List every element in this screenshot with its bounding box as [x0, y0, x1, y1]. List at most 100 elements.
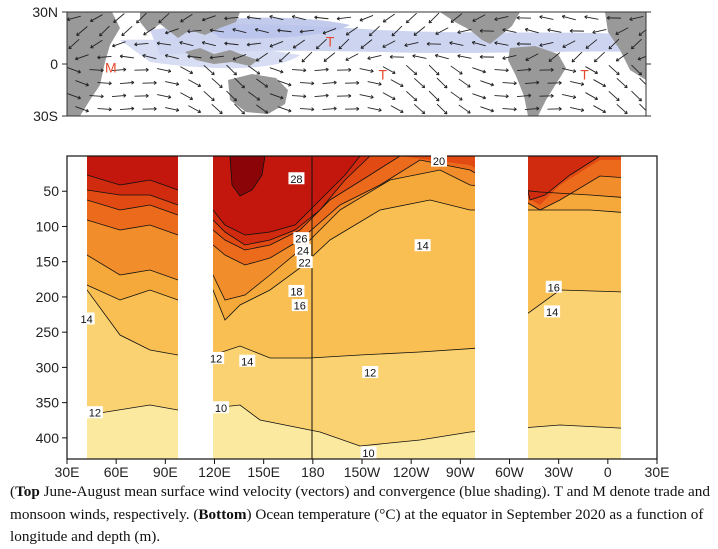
wind-arrow — [97, 56, 112, 58]
wind-arrow — [158, 12, 170, 24]
wind-arrow-head — [513, 107, 517, 112]
wind-arrow — [89, 69, 104, 71]
wind-arrow-head — [153, 80, 157, 85]
contour-label: 28 — [290, 174, 302, 186]
wind-arrow-head — [490, 82, 494, 87]
contour-label-bg — [293, 232, 310, 245]
contour-label-bg — [288, 284, 305, 297]
wind-arrow — [121, 25, 133, 37]
wind-arrow-head — [323, 58, 328, 62]
wind-arrow-head — [637, 56, 642, 61]
wind-arrow — [277, 106, 292, 112]
wind-arrow-head — [421, 110, 426, 115]
wind-arrow-head — [539, 43, 543, 47]
wind-arrow — [382, 40, 396, 48]
wind-arrow — [369, 25, 380, 37]
wind-arrow-head — [219, 84, 223, 89]
wind-arrow-head — [90, 18, 94, 23]
wind-arrow — [436, 77, 448, 89]
wind-arrow-head — [467, 110, 471, 114]
wind-arrow — [391, 25, 403, 37]
caption-bottom-text: ) Ocean temperature (°C) at the equator … — [10, 505, 704, 546]
wind-arrow-head — [123, 93, 127, 98]
wind-arrow — [336, 16, 352, 20]
contour-label: 14 — [417, 241, 429, 253]
wind-arrow — [165, 81, 179, 85]
map-y-tick-label: 30N — [32, 4, 58, 20]
wind-arrow-head — [479, 54, 483, 59]
wind-arrow — [524, 107, 540, 111]
wind-arrow-head — [490, 108, 494, 113]
wind-arrow-head — [647, 111, 650, 114]
wind-arrow — [436, 103, 448, 115]
wind-arrow — [210, 29, 224, 33]
wind-arrow-head — [413, 32, 418, 36]
wind-arrow-head — [280, 69, 284, 74]
wind-arrow-head — [370, 95, 374, 99]
trade-marker: T — [326, 33, 335, 49]
wind-arrow — [516, 68, 532, 72]
land-asia — [140, 12, 240, 38]
wind-arrow — [338, 38, 350, 50]
wind-arrow-head — [278, 58, 283, 63]
wind-arrow — [405, 64, 418, 76]
wind-arrow-head — [167, 95, 172, 99]
wind-arrow-head — [392, 70, 396, 75]
wind-arrow — [594, 51, 605, 63]
wind-arrow-head — [299, 29, 303, 34]
convergence-shading — [200, 17, 350, 39]
wind-arrow — [359, 94, 374, 98]
wind-arrow — [472, 14, 486, 22]
wind-arrow-head — [97, 55, 101, 60]
wind-arrow-head — [592, 30, 596, 34]
wind-arrow-head — [572, 95, 577, 99]
wind-arrow-head — [494, 41, 498, 46]
wind-arrow-head — [580, 108, 585, 112]
wind-arrow-head — [345, 32, 350, 36]
wind-arrow — [406, 12, 417, 24]
wind-arrow-head — [450, 19, 455, 23]
wind-arrow — [494, 16, 509, 20]
wind-arrow-head — [338, 45, 343, 50]
wind-arrow — [562, 15, 576, 21]
wind-arrow-head — [382, 19, 387, 23]
wind-arrow — [616, 77, 628, 89]
wind-arrow-head — [516, 15, 520, 20]
wind-arrow — [322, 107, 337, 111]
wind-arrow — [631, 38, 642, 50]
caption-top-text: June-August mean surface wind velocity (… — [10, 483, 710, 523]
wind-arrow — [211, 77, 223, 89]
map-annotations: M T T T — [105, 33, 589, 82]
x-tick-label: 90W — [446, 464, 476, 478]
wind-arrow-head — [333, 106, 337, 111]
y-tick-label: 400 — [36, 430, 60, 446]
wind-arrow-head — [550, 67, 554, 72]
wind-arrow-head — [370, 69, 374, 73]
wind-arrow-head — [165, 30, 169, 35]
wind-arrow — [494, 69, 509, 71]
contour-label-bg — [239, 354, 256, 367]
wind-arrow — [299, 108, 315, 110]
contour-label-bg — [362, 366, 379, 379]
wind-arrow-head — [616, 97, 620, 102]
wind-arrow-head — [288, 108, 292, 113]
wind-arrow — [187, 30, 202, 32]
contour-label-bg — [288, 172, 305, 185]
wind-arrow — [562, 94, 576, 98]
wind-arrow-head — [189, 96, 194, 101]
wind-arrow-head — [400, 109, 404, 114]
x-tick-label: 120W — [393, 464, 430, 478]
wind-arrow — [111, 68, 127, 72]
wind-arrow — [75, 80, 89, 86]
wind-arrow — [593, 79, 606, 87]
wind-arrow-head — [209, 28, 213, 33]
wind-arrow — [472, 67, 486, 73]
wind-arrow-head — [467, 84, 471, 88]
wind-arrow — [256, 78, 268, 88]
wind-arrow — [111, 94, 127, 98]
y-tick-label: 50 — [43, 183, 59, 199]
wind-arrow-head — [494, 17, 498, 21]
wind-arrow — [97, 108, 112, 110]
wind-arrow — [592, 28, 607, 34]
contour-label: 20 — [433, 156, 445, 168]
